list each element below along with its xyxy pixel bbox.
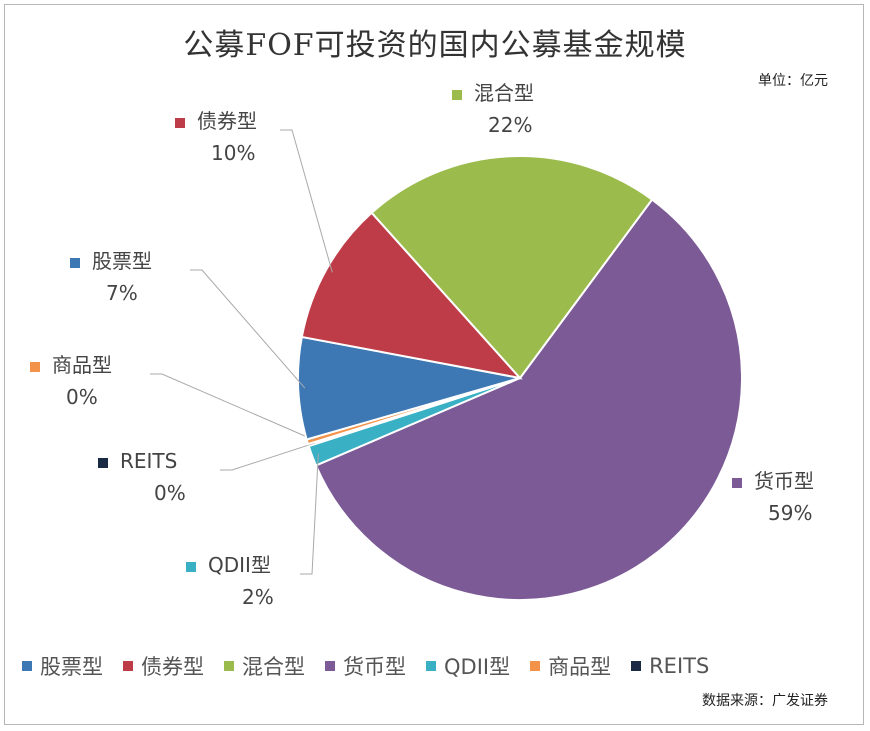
leader-line-1 [300,453,319,575]
legend-swatch-2 [224,661,234,671]
pie-slice-6 [370,155,654,380]
legend-item-3: 货币型 [325,651,406,681]
slice-label-percent-0: 59% [768,501,812,525]
label-swatch-0 [732,478,742,488]
leader-line-2 [220,442,315,471]
slice-label-percent-3: 0% [66,385,98,409]
legend-label-0: 股票型 [40,655,103,679]
legend-label-3: 货币型 [343,655,406,679]
legend-swatch-0 [22,661,32,671]
label-swatch-3 [30,362,40,372]
slice-label-name-5: 债券型 [197,109,257,133]
label-swatch-1 [186,562,196,572]
legend-item-1: 债券型 [123,651,204,681]
legend-label-2: 混合型 [242,655,305,679]
unit-note: 单位：亿元 [758,73,828,89]
legend-item-6: REITS [631,654,709,678]
slice-label-percent-6: 22% [488,113,532,137]
slice-label-name-4: 股票型 [92,249,152,273]
legend-swatch-4 [426,661,436,671]
label-swatch-5 [175,118,185,128]
legend-swatch-5 [530,661,541,671]
legend-item-5: 商品型 [530,651,611,681]
legend-item-2: 混合型 [224,651,305,681]
slice-label-name-1: QDII型 [208,553,271,577]
legend-swatch-1 [123,661,133,671]
legend-label-4: QDII型 [444,655,511,679]
legend-swatch-3 [325,661,335,671]
slice-label-percent-5: 10% [211,141,255,165]
label-swatch-6 [452,90,462,100]
leader-line-3 [150,373,314,441]
slice-label-name-6: 混合型 [474,81,534,105]
source-note: 数据来源：广发证券 [702,693,828,709]
label-swatch-4 [70,258,80,268]
pie-slice-5 [300,211,523,380]
pie-slice-4 [297,335,521,441]
legend-label-6: REITS [649,654,710,678]
leader-line-5 [280,129,333,273]
slice-label-percent-2: 0% [154,481,186,505]
legend-swatch-6 [631,661,642,671]
leader-line-4 [190,269,306,389]
legend-item-0: 股票型 [22,651,103,681]
pie-slice-0 [314,198,743,601]
label-swatch-2 [98,458,108,468]
slice-label-name-0: 货币型 [754,469,814,493]
legend-label-5: 商品型 [548,655,612,679]
slice-label-percent-4: 7% [106,281,138,305]
slice-label-name-3: 商品型 [52,353,112,377]
legend: 股票型 债券型 混合型 货币型 QDII型 商品型 REITS [22,651,852,681]
legend-item-4: QDII型 [426,651,510,681]
slice-label-percent-1: 2% [242,585,274,609]
chart-title: 公募FOF可投资的国内公募基金规模 [183,28,687,63]
legend-label-1: 债券型 [141,655,204,679]
slice-label-name-2: REITS [120,449,177,473]
